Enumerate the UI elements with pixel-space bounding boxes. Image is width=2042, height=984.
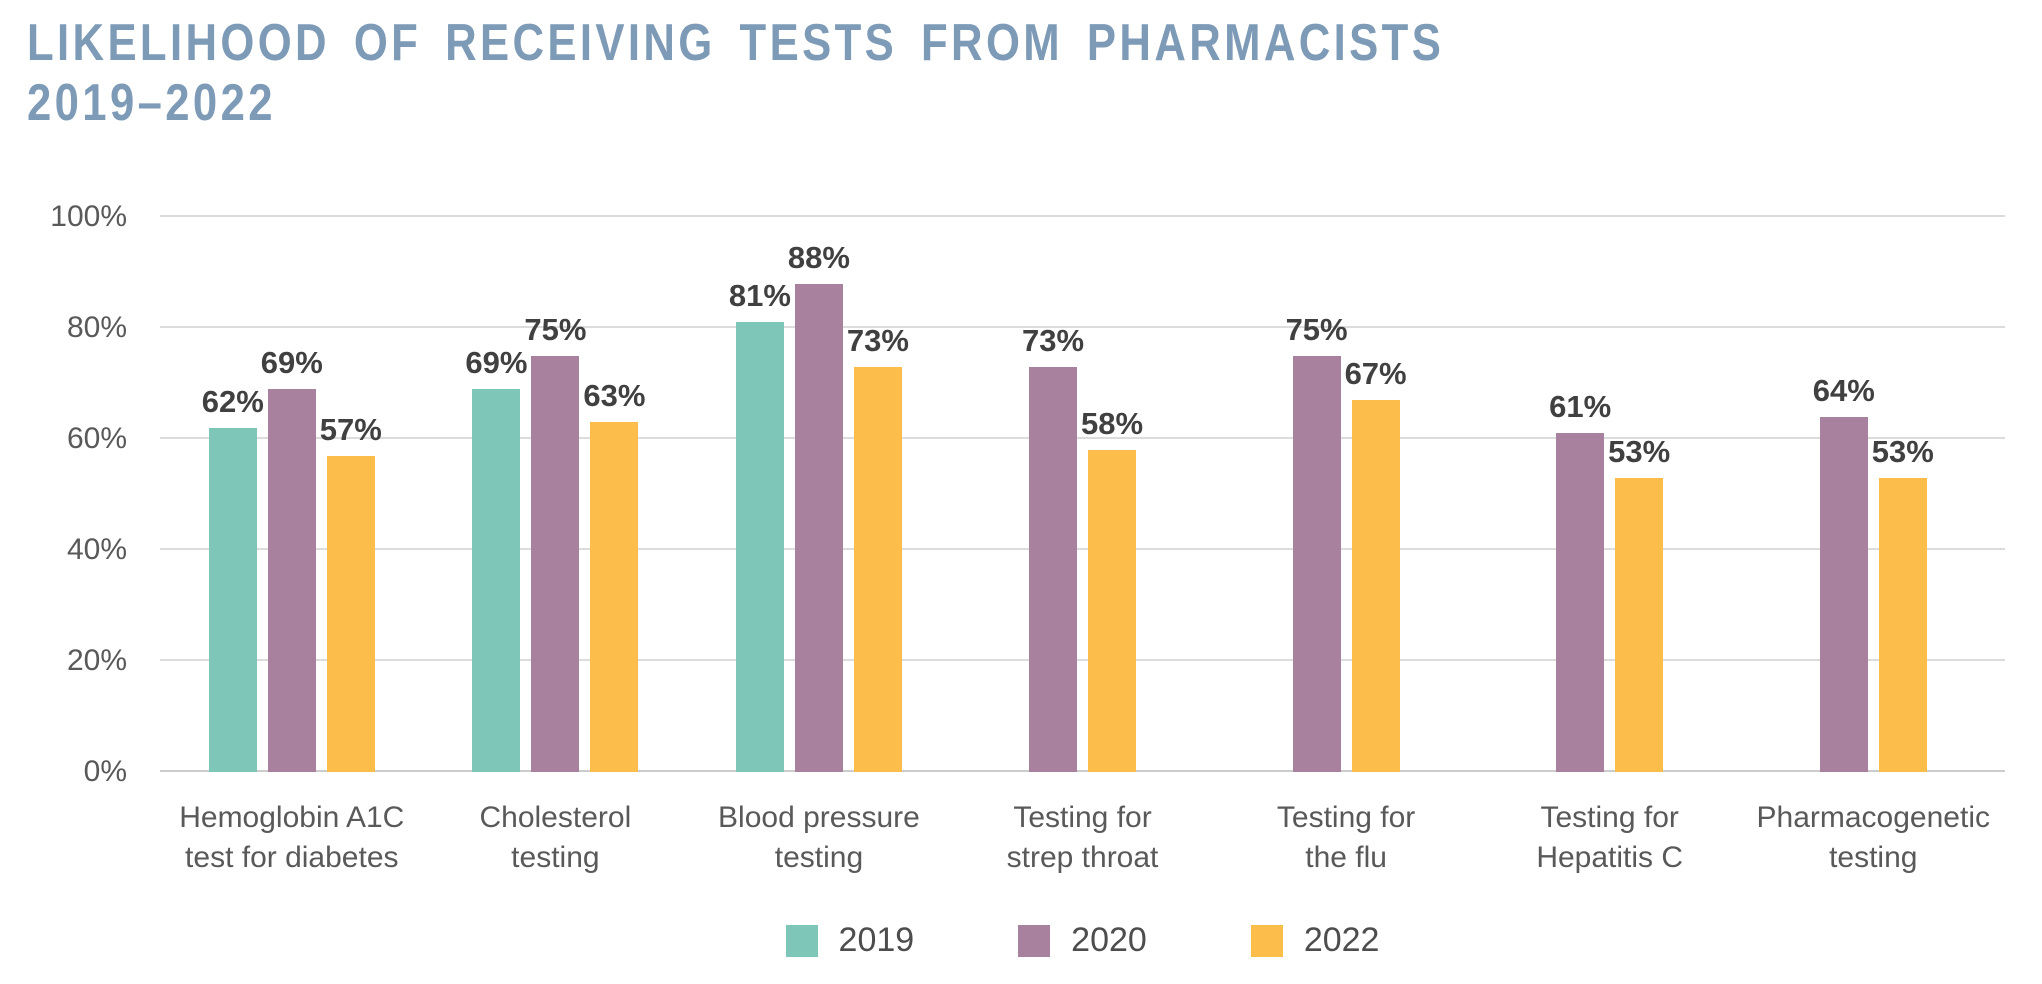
legend-item-2020: 2020 <box>1018 921 1147 960</box>
gridline-60 <box>160 437 2005 439</box>
bar-group-7: 64% 53% <box>1741 217 2005 772</box>
x-axis-label-line: Testing for <box>1013 801 1152 834</box>
bar-2020-group-4: 73% <box>1022 323 1084 772</box>
y-tick-label-100: 100% <box>50 200 127 233</box>
bar-groups: 62% 69% 57% 69% 75% 63% 81% 88% 73% 73% 58% 75% 67% 6… <box>160 217 2005 772</box>
x-axis-label-line: testing <box>511 840 600 874</box>
x-axis-label-line: testing <box>774 840 864 874</box>
x-axis-label-line: Testing for <box>1276 801 1416 834</box>
bar-2020-group-6: 61% <box>1549 389 1611 772</box>
bar-2020-group-7: 64% <box>1813 373 1875 772</box>
bar-group-3: 81% 88% 73% <box>687 217 951 772</box>
x-axis-label-3: Blood pressure testing <box>687 798 951 878</box>
bar-2022-group-1: 57% <box>320 412 382 772</box>
bar-group-1: 62% 69% 57% <box>160 217 424 772</box>
value-label-2020-group-2: 75% <box>524 311 587 347</box>
bar-group-6: 61% 53% <box>1478 217 1742 772</box>
bar-2022-group-7: 53% <box>1872 434 1934 772</box>
x-axis-label-line: test for diabetes <box>185 840 399 874</box>
plot-area: 0% 20% 40% 60% 80% 100% 62% 69% 57% 69% 75% 63% 81% 8… <box>50 200 2005 788</box>
value-label-2019-group-2: 69% <box>465 345 528 381</box>
bar-group-4: 73% 58% <box>951 217 1215 772</box>
x-axis-label-line: Testing for <box>1540 801 1679 834</box>
y-tick-label-0: 0% <box>83 755 127 788</box>
bar-2020-group-5: 75% <box>1286 312 1348 772</box>
chart-title-line-1: LIKELIHOOD OF RECEIVING TESTS FROM PHARM… <box>27 14 1445 72</box>
legend-label-2019: 2019 <box>838 921 915 959</box>
x-axis-label-line: Blood pressure <box>718 801 920 834</box>
legend-item-2019: 2019 <box>785 921 915 960</box>
chart-title: LIKELIHOOD OF RECEIVING TESTS FROM PHARM… <box>27 14 1444 134</box>
x-axis-label-4: Testing for strep throat <box>951 798 1215 878</box>
bar-2022-group-5: 67% <box>1345 356 1407 772</box>
legend-swatch-2022 <box>1250 924 1283 957</box>
legend-label-2020: 2020 <box>1071 921 1147 959</box>
gridline-100 <box>160 215 2005 217</box>
value-label-2020-group-7: 64% <box>1812 372 1875 408</box>
value-label-2020-group-6: 61% <box>1549 389 1612 425</box>
value-label-2022-group-3: 73% <box>846 322 909 358</box>
legend-swatch-2019 <box>785 924 818 957</box>
bar-2019-group-1: 62% <box>202 384 264 772</box>
x-axis-label-7: Pharmacogenetic testing <box>1741 798 2005 878</box>
chart-title-line-2: 2019–2022 <box>27 73 276 132</box>
x-axis-label-line: testing <box>1829 840 1918 874</box>
bar-2020-group-3: 88% <box>788 240 850 772</box>
value-label-2019-group-1: 62% <box>201 383 264 419</box>
y-tick-label-20: 20% <box>66 644 127 677</box>
x-axis-label-line: Cholesterol <box>479 801 632 834</box>
x-axis-label-line: the flu <box>1305 840 1387 874</box>
value-label-2020-group-4: 73% <box>1021 322 1085 358</box>
x-axis-label-2: Cholesterol testing <box>424 798 688 878</box>
gridline-40 <box>160 548 2005 550</box>
gridline-80 <box>160 326 2005 328</box>
legend-item-2022: 2022 <box>1250 921 1380 960</box>
bar-2022-group-3: 73% <box>847 323 909 772</box>
value-label-2022-group-5: 67% <box>1344 356 1407 392</box>
x-axis-labels: Hemoglobin A1C test for diabetes Cholester… <box>160 798 2005 878</box>
gridline-0 <box>160 770 2005 772</box>
legend-swatch-2020 <box>1018 924 1051 957</box>
value-label-2022-group-4: 58% <box>1080 406 1144 442</box>
value-label-2020-group-1: 69% <box>260 345 323 381</box>
x-axis-label-line: strep throat <box>1006 840 1159 874</box>
bar-2022-group-2: 63% <box>583 378 645 772</box>
legend: 2019 2020 2022 <box>160 921 2005 960</box>
bar-2020-group-1: 69% <box>261 345 323 772</box>
x-axis-label-1: Hemoglobin A1C test for diabetes <box>160 798 424 878</box>
bar-2020-group-2: 75% <box>524 312 586 772</box>
x-axis-label-line: Hepatitis C <box>1536 840 1684 874</box>
y-tick-label-60: 60% <box>66 422 127 455</box>
value-label-2022-group-6: 53% <box>1608 433 1671 469</box>
x-axis-label-line: Pharmacogenetic <box>1756 801 1990 834</box>
x-axis-label-5: Testing for the flu <box>1214 798 1478 878</box>
value-label-2020-group-3: 88% <box>787 239 850 275</box>
gridline-20 <box>160 659 2005 661</box>
y-tick-label-40: 40% <box>66 533 127 566</box>
value-label-2020-group-5: 75% <box>1285 311 1348 347</box>
bar-group-5: 75% 67% <box>1214 217 1478 772</box>
value-label-2022-group-2: 63% <box>583 378 646 414</box>
legend-label-2022: 2022 <box>1303 921 1380 959</box>
value-label-2019-group-3: 81% <box>728 278 791 314</box>
bar-2022-group-4: 58% <box>1081 406 1143 772</box>
x-axis-label-6: Testing for Hepatitis C <box>1478 798 1742 878</box>
bar-2019-group-2: 69% <box>465 345 527 772</box>
y-tick-label-80: 80% <box>66 311 127 344</box>
bar-group-2: 69% 75% 63% <box>424 217 688 772</box>
bar-2019-group-3: 81% <box>729 278 791 772</box>
x-axis-label-line: Hemoglobin A1C <box>179 801 405 834</box>
bar-2022-group-6: 53% <box>1608 434 1670 772</box>
value-label-2022-group-7: 53% <box>1871 433 1934 469</box>
value-label-2022-group-1: 57% <box>319 411 382 447</box>
